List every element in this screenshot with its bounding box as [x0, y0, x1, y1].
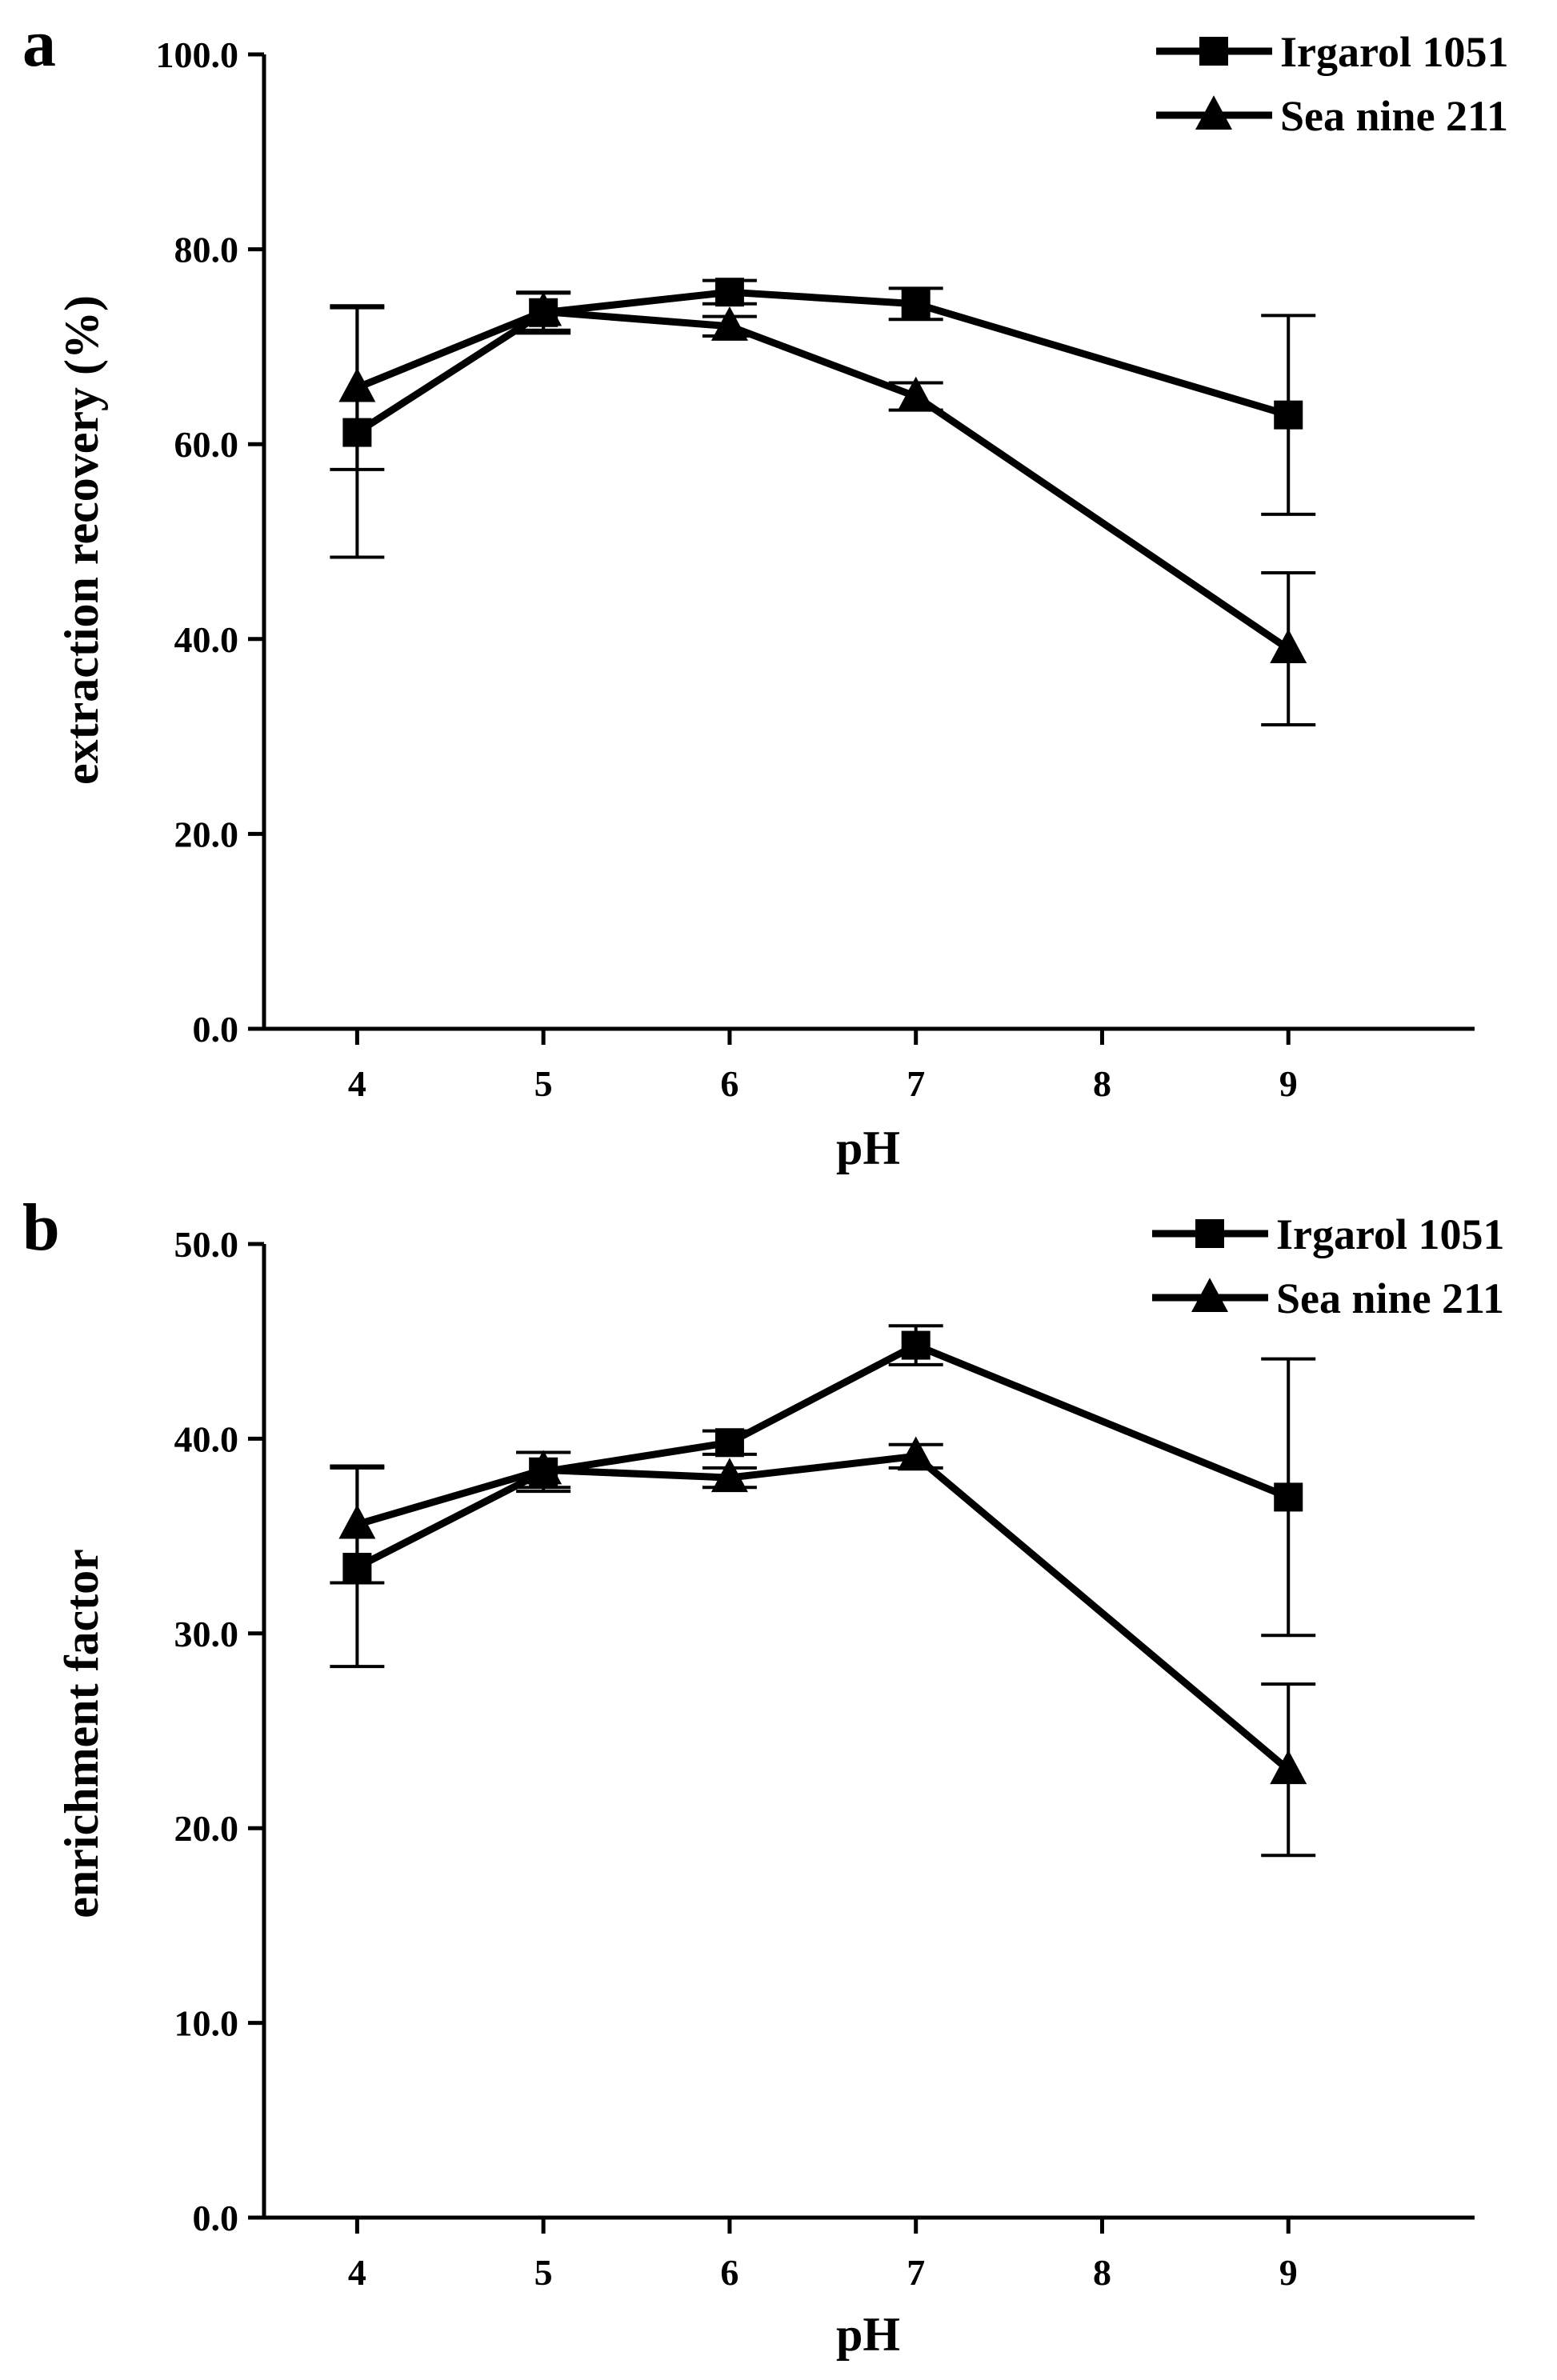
panel-a-y-axis-title: extraction recovery (%) — [55, 295, 108, 785]
panel-a-y-tick-label: 80.0 — [174, 230, 239, 270]
panel-b-irgarol-1051-point — [1274, 1482, 1303, 1512]
panel-a-irgarol-1051-point — [901, 289, 931, 318]
panel-a-plot-area — [330, 278, 1316, 726]
panel-b-sea-nine-211-point — [710, 1458, 748, 1493]
panel-b-y-tick-label: 20.0 — [174, 1808, 239, 1849]
panel-b-axes: 0.0 10.0 20.0 30.0 40.0 50.0 4 5 6 7 8 9 — [174, 1224, 1475, 2293]
panel-b-x-tick-label: 5 — [534, 2252, 553, 2293]
panel-a-y-tick-label: 0.0 — [193, 1009, 239, 1050]
panel-a-sea-nine-211-point — [710, 306, 748, 341]
panel-a: a 0.0 20.0 40.0 60.0 80.0 100.0 4 5 6 7 8 9 pH extr… — [22, 6, 1508, 1174]
panel-a-sea-nine-211-line — [355, 308, 1291, 652]
panel-b-irgarol-1051-point — [714, 1428, 744, 1458]
panel-a-irgarol-1051-point — [1274, 400, 1303, 430]
panel-b-sea-nine-211-point — [525, 1450, 562, 1485]
panel-b-y-tick-label: 40.0 — [174, 1418, 239, 1459]
panel-a-x-axis-title: pH — [836, 1122, 900, 1174]
panel-a-y-tick-label: 20.0 — [174, 814, 239, 854]
panel-a-label: a — [22, 6, 56, 81]
panel-b-y-tick-label: 30.0 — [174, 1614, 239, 1654]
panel-a-x-tick-label: 5 — [534, 1063, 553, 1104]
panel-b-legend: Irgarol 1051 Sea nine 211 — [1152, 1210, 1504, 1322]
panel-b-y-axis-title: enrichment factor — [55, 1549, 108, 1918]
panel-b-x-axis-title: pH — [836, 2308, 900, 2361]
panel-a-x-tick-label: 7 — [907, 1063, 925, 1104]
panel-b-legend-sea-nine-211-label: Sea nine 211 — [1276, 1274, 1504, 1322]
panel-a-x-tick-label: 8 — [1093, 1063, 1111, 1104]
panel-b-y-tick-label: 10.0 — [174, 2003, 239, 2044]
panel-a-irgarol-1051-point — [714, 278, 744, 307]
panel-a-axes: 0.0 20.0 40.0 60.0 80.0 100.0 4 5 6 7 8 9 — [156, 34, 1475, 1104]
panel-a-sea-nine-211-point — [897, 376, 935, 411]
panel-b-y-tick-label: 0.0 — [193, 2198, 239, 2238]
panel-b-irgarol-1051-line — [355, 1342, 1290, 1571]
panel-b-plot-area — [330, 1324, 1316, 1858]
panel-b-legend-irgarol-1051-label: Irgarol 1051 — [1276, 1210, 1504, 1258]
panel-a-legend: Irgarol 1051 Sea nine 211 — [1156, 28, 1508, 140]
panel-a-sea-nine-211-point — [1270, 629, 1307, 663]
panel-a-y-tick-label: 60.0 — [174, 424, 239, 465]
panel-b: b 0.0 10.0 20.0 30.0 40.0 50.0 4 5 6 7 8 9 pH enric… — [22, 1190, 1504, 2361]
panel-b-sea-nine-211-point — [897, 1436, 935, 1471]
panel-b-x-tick-label: 4 — [348, 2252, 366, 2293]
panel-b-sea-nine-211-line — [356, 1452, 1291, 1773]
panel-a-legend-sea-nine-211-label: Sea nine 211 — [1280, 92, 1508, 140]
panel-b-label: b — [22, 1190, 60, 1265]
panel-a-x-tick-label: 4 — [348, 1063, 366, 1104]
panel-b-x-tick-label: 7 — [907, 2252, 925, 2293]
panel-b-y-tick-label: 50.0 — [174, 1224, 239, 1265]
panel-b-sea-nine-211-point — [338, 1504, 376, 1539]
panel-a-legend-irgarol-1051-marker — [1199, 37, 1228, 66]
panel-a-y-tick-label: 40.0 — [174, 619, 239, 660]
panel-a-legend-irgarol-1051-label: Irgarol 1051 — [1280, 28, 1508, 76]
panel-a-y-tick-label: 100.0 — [156, 34, 239, 75]
panel-a-sea-nine-211-point — [338, 367, 376, 402]
panel-b-x-tick-label: 6 — [720, 2252, 738, 2293]
panel-b-x-tick-label: 9 — [1279, 2252, 1298, 2293]
panel-b-x-tick-label: 8 — [1093, 2252, 1111, 2293]
panel-b-sea-nine-211-point — [1270, 1750, 1307, 1785]
panel-a-legend-sea-nine-211-marker — [1195, 95, 1232, 130]
panel-b-irgarol-1051-point — [901, 1330, 931, 1360]
panel-a-sea-nine-211-point — [525, 291, 562, 326]
panel-b-legend-sea-nine-211-marker — [1191, 1278, 1228, 1312]
panel-a-x-tick-label: 9 — [1279, 1063, 1298, 1104]
panel-a-x-tick-label: 6 — [720, 1063, 738, 1104]
panel-b-legend-irgarol-1051-marker — [1195, 1219, 1224, 1248]
